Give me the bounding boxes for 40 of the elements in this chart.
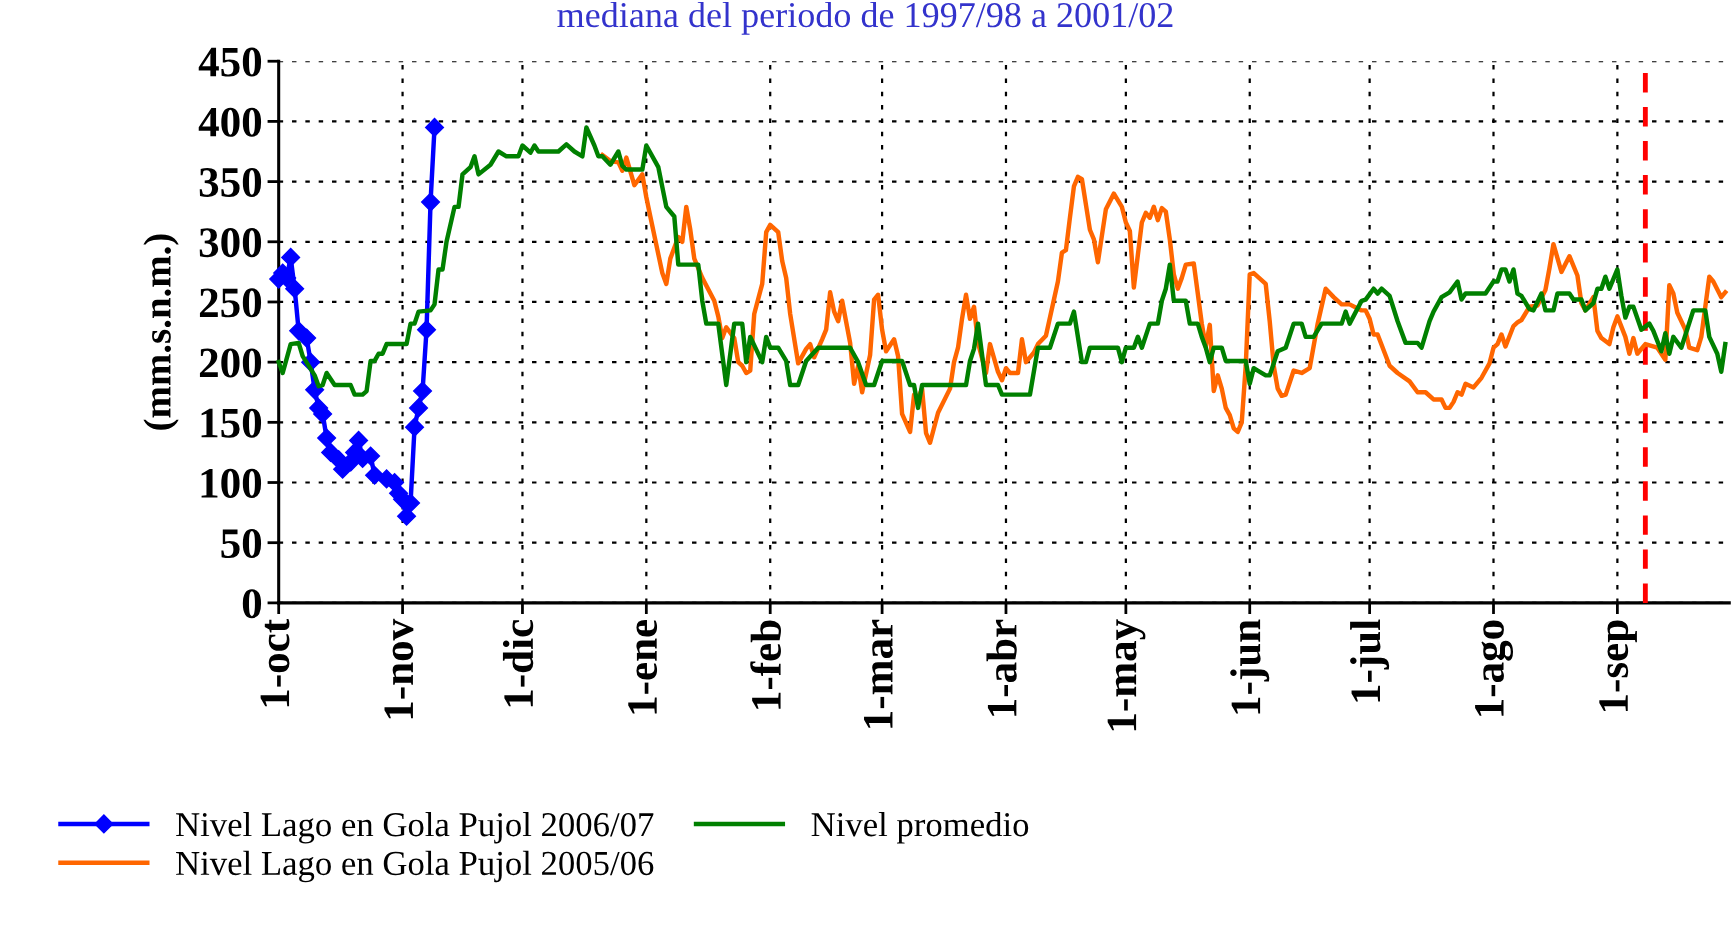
point	[297, 328, 317, 348]
y-tick-label: 450	[198, 47, 262, 77]
y-tick-label: 150	[201, 408, 262, 438]
y-tick-label: 400	[198, 107, 262, 137]
x-tick-label: 1-sep	[1599, 620, 1637, 712]
y-tick-label: 350	[199, 167, 262, 197]
legend-label: Nivel promedio	[811, 811, 1029, 844]
x-tick-label: 1-dic	[502, 619, 534, 707]
x-tick-label: 1-nov	[384, 618, 414, 719]
x-tick-label: 1-abr	[986, 619, 1017, 716]
y-tick-label: 0	[242, 589, 262, 619]
x-tick-label: 1-ene	[628, 619, 658, 714]
y-tick-label: 200	[199, 348, 262, 378]
x-tick-label: 1-oct	[260, 619, 290, 707]
point	[425, 117, 445, 137]
y-tick-label: 250	[199, 288, 262, 318]
y-axis-title: (mm.s.n.m.)	[143, 234, 179, 430]
point	[421, 192, 441, 212]
line-series	[600, 152, 1728, 446]
point	[281, 247, 301, 267]
y-tick-label: 300	[199, 228, 262, 258]
x-tick-label: 1-jul	[1350, 619, 1390, 702]
chart-title: mediana del periodo de 1997/98 a 2001/02	[557, 1, 1173, 35]
x-tick-label: 1-may	[1107, 619, 1146, 731]
y-tick-label: 100	[201, 468, 262, 498]
legend-label: Nivel Lago en Gola Pujol 2006/07	[176, 811, 654, 844]
point	[405, 417, 425, 437]
point	[349, 430, 369, 450]
x-tick-label: 1-jun	[1230, 619, 1270, 714]
line-series	[276, 125, 1728, 411]
point	[413, 381, 433, 401]
x-tick-label: 1-feb	[750, 620, 781, 709]
legend-label: Nivel Lago en Gola Pujol 2005/06	[176, 850, 654, 883]
x-tick-label: 1-mar	[864, 619, 893, 728]
point	[317, 428, 337, 448]
x-tick-label: 1-ago	[1475, 620, 1514, 716]
point	[285, 279, 305, 299]
y-tick-label: 50	[221, 529, 262, 559]
point	[417, 320, 437, 340]
point	[409, 398, 429, 418]
